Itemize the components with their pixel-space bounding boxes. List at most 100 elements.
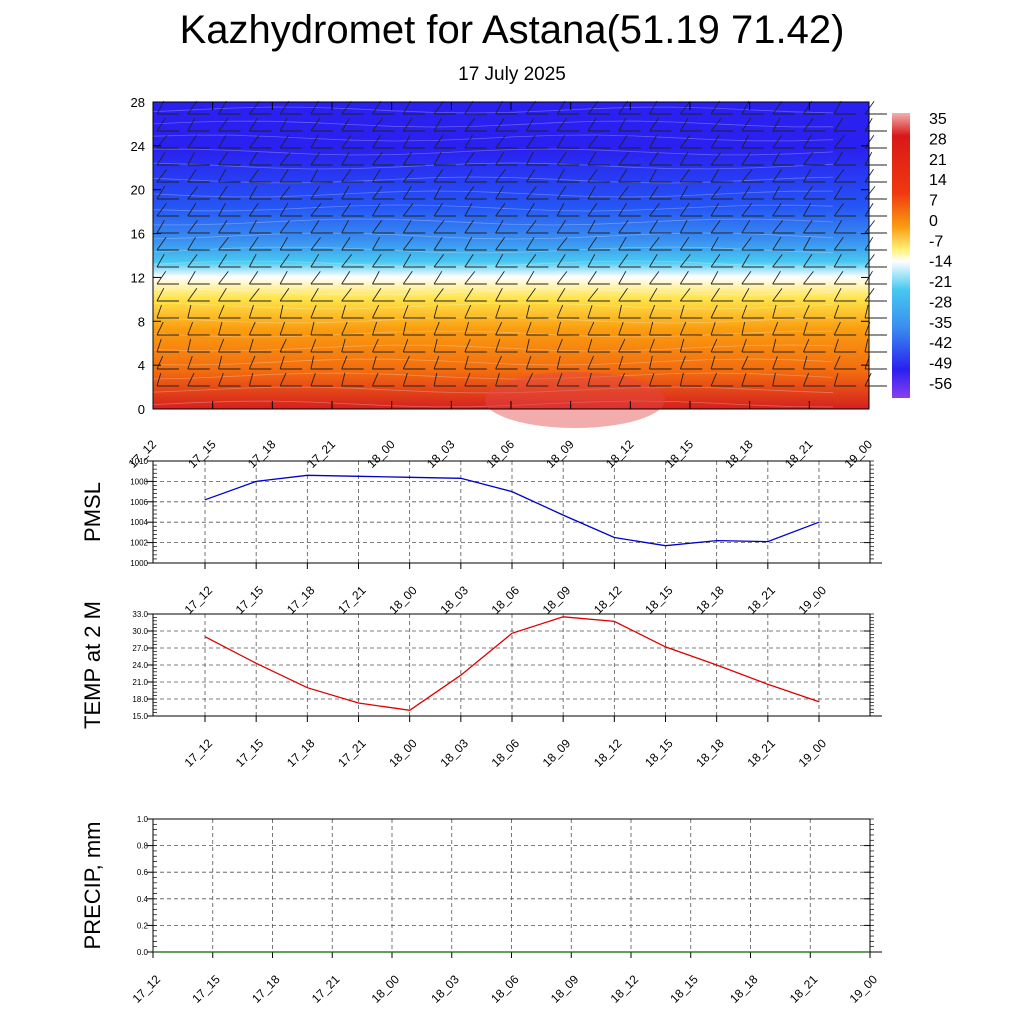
wind-barb — [248, 355, 256, 370]
wind-barb — [710, 202, 719, 217]
wind-barb — [279, 220, 290, 234]
x-tick-label: 18_21 — [782, 437, 816, 471]
wind-barb — [187, 203, 197, 217]
wind-barb — [372, 168, 381, 183]
wind-barb — [156, 169, 168, 183]
wind-barb — [218, 134, 227, 149]
wind-barb — [556, 287, 566, 302]
wind-barb — [464, 152, 475, 166]
wind-barb — [710, 118, 722, 132]
wind-barb — [587, 203, 598, 217]
wind-barb — [464, 236, 473, 251]
wind-barb — [587, 151, 597, 166]
wind-barb — [526, 186, 537, 200]
wind-barb — [833, 253, 842, 268]
wind-barb — [803, 372, 810, 387]
wind-barb — [741, 203, 752, 217]
contour-line — [152, 358, 834, 366]
wind-barb — [310, 203, 322, 217]
x-tick-label: 17_21 — [305, 437, 339, 471]
x-tick-label: 17_21 — [335, 736, 369, 770]
wind-barb — [187, 220, 198, 234]
wind-barb — [218, 355, 223, 370]
wind-barb — [372, 304, 380, 319]
y-tick-label: 15.0 — [132, 712, 148, 721]
wind-barb — [833, 355, 841, 370]
wind-barb — [372, 338, 379, 353]
wind-barb — [372, 355, 377, 370]
contour-line — [152, 372, 834, 380]
wind-barb — [310, 321, 315, 336]
x-tick-label: 18_15 — [642, 583, 676, 617]
wind-barb — [495, 237, 506, 251]
x-tick-label: 18_18 — [722, 437, 756, 471]
wind-barb — [248, 101, 260, 115]
wind-barb — [341, 169, 352, 183]
wind-barb — [864, 186, 876, 200]
wind-barb — [218, 304, 225, 319]
wind-barb — [556, 338, 563, 353]
wind-barb — [372, 135, 381, 149]
wind-barb — [525, 117, 534, 132]
wind-barb — [279, 101, 290, 115]
colorbar-label: 21 — [929, 152, 947, 169]
wind-barb — [218, 168, 227, 183]
wind-barb — [679, 185, 688, 200]
wind-barb — [372, 101, 382, 115]
wind-barb — [310, 100, 319, 115]
wind-barb — [218, 271, 229, 285]
wind-barb — [310, 287, 319, 302]
contour-line — [152, 120, 834, 128]
wind-barb — [156, 338, 162, 353]
wind-barb — [310, 355, 315, 370]
y-axis-label: PRECIP, mm — [80, 822, 105, 950]
wind-barb — [495, 185, 504, 200]
wind-barb — [864, 101, 875, 115]
wind-barb — [525, 304, 530, 319]
wind-barb — [279, 372, 287, 387]
y-axis-label: TEMP at 2 M — [80, 601, 105, 729]
y-tick-label: 8 — [138, 314, 145, 329]
wind-barb — [279, 236, 288, 251]
wind-barb — [402, 219, 412, 234]
wind-barb — [710, 220, 721, 234]
wind-barb — [248, 219, 257, 234]
wind-barb — [526, 236, 535, 251]
colorbar-label: -35 — [929, 315, 952, 332]
wind-barb — [803, 304, 810, 319]
wind-barb — [649, 237, 660, 251]
wind-barb — [772, 169, 782, 183]
wind-barb — [218, 100, 227, 115]
x-tick-label: 18_15 — [642, 736, 676, 770]
wind-barb — [187, 355, 193, 370]
wind-barb — [618, 321, 624, 336]
y-tick-label: 20 — [131, 183, 145, 198]
wind-barb — [279, 135, 289, 149]
wind-barb — [464, 304, 472, 319]
wind-barb — [864, 372, 872, 387]
contour-line — [152, 106, 834, 114]
wind-barb — [433, 203, 443, 217]
wind-barb — [618, 220, 629, 234]
x-tick-label: 17_15 — [233, 736, 267, 770]
wind-barb — [772, 101, 783, 115]
wind-barb — [372, 288, 382, 302]
wind-barb — [679, 135, 691, 149]
wind-barb — [310, 118, 321, 132]
wind-barb — [279, 117, 288, 132]
wind-barb — [464, 355, 469, 370]
wind-barb — [710, 186, 721, 200]
contour-line — [152, 246, 834, 254]
wind-barb — [526, 220, 537, 234]
x-tick-label: 18_21 — [744, 583, 778, 617]
wind-barb — [402, 253, 412, 268]
wind-barb — [741, 287, 750, 302]
wind-barb — [679, 101, 691, 115]
wind-barb — [402, 271, 413, 285]
wind-barb — [772, 355, 778, 370]
wind-barb — [495, 118, 505, 132]
wind-barb — [803, 152, 814, 166]
wind-barb — [187, 270, 196, 285]
wind-barb — [526, 169, 536, 183]
wind-barb — [741, 271, 752, 285]
